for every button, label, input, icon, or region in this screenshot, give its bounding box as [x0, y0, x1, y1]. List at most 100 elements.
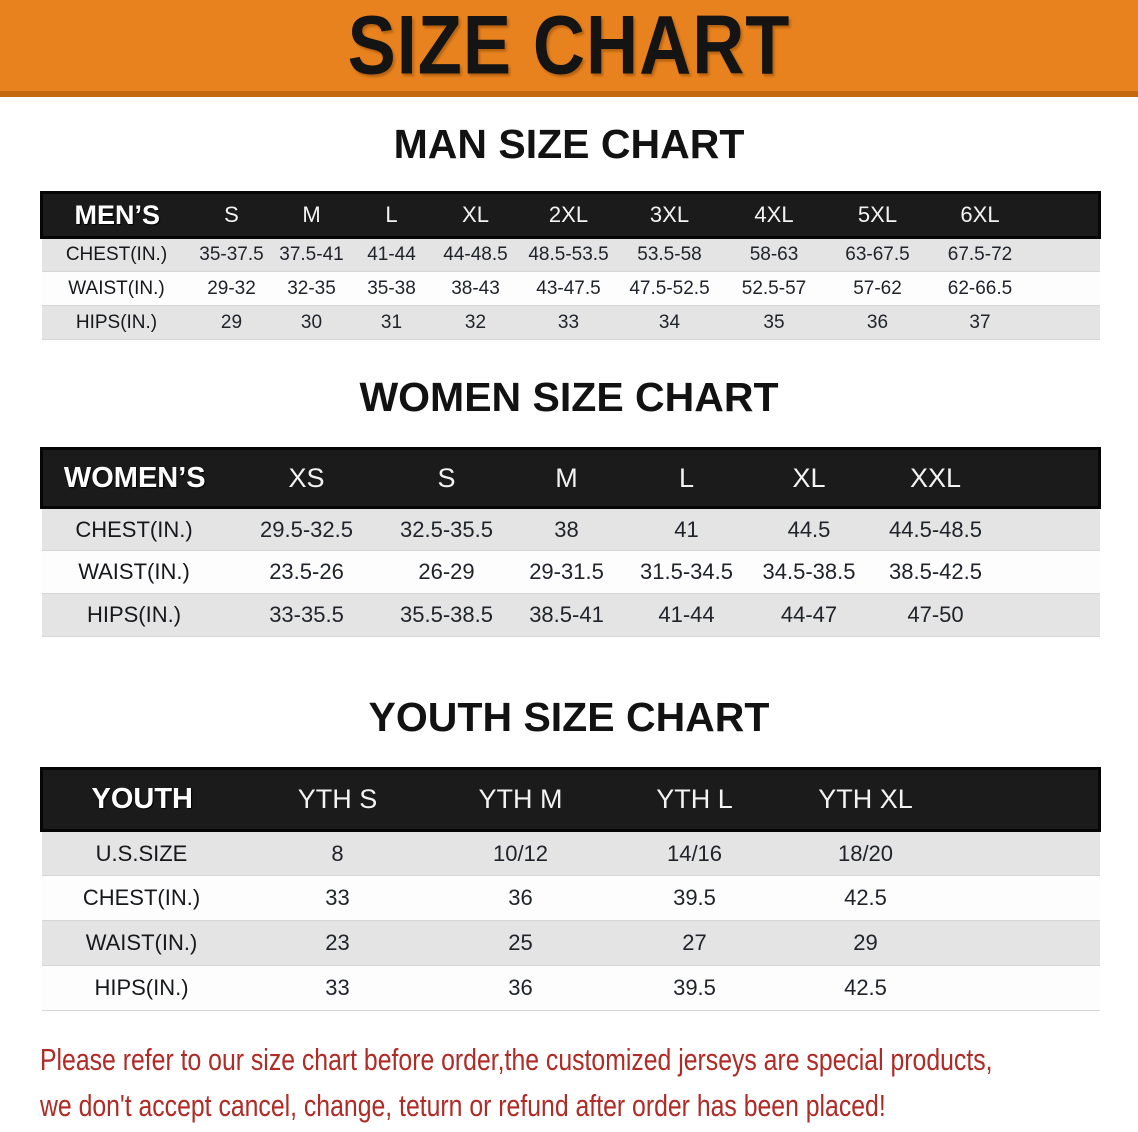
size-column-header: XS [288, 462, 325, 493]
measurement-row: WAIST(IN.) 29-32 32-35 35-38 38-43 43-47.5 47.… [41, 271, 1100, 306]
spacer-cell [999, 593, 1100, 637]
measurement-value: 36 [433, 875, 608, 921]
spacer-cell [1032, 193, 1100, 238]
measurement-row-label: HIPS(IN.) [41, 965, 242, 1011]
spacer-cell [950, 769, 1100, 831]
spacer-cell [999, 550, 1100, 594]
size-column-header: 5XL [857, 202, 898, 227]
size-column-header: L [385, 202, 398, 227]
spacer-cell [949, 965, 1100, 1011]
measurement-value: 47-50 [871, 593, 1000, 637]
measurement-value: 44-48.5 [431, 237, 520, 272]
youth-size-chart-heading: YOUTH SIZE CHART [368, 694, 770, 740]
measurement-value: 29 [191, 305, 272, 340]
measurement-value: 31.5-34.5 [626, 550, 747, 594]
spacer-cell [1031, 305, 1100, 340]
table-header-label: MEN’S [74, 199, 160, 230]
measurement-value: 42.5 [781, 965, 950, 1011]
size-column-header: 3XL [649, 202, 690, 227]
measurement-row: HIPS(IN.) 33 36 39.5 42.5 [41, 965, 1100, 1011]
measurement-value: 32 [431, 305, 520, 340]
measurement-row-label: CHEST(IN.) [41, 507, 227, 551]
measurement-value: 33-35.5 [226, 593, 387, 637]
measurement-value: 10/12 [433, 830, 608, 876]
size-column-header: XL [792, 462, 826, 493]
measurement-value: 62-66.5 [928, 271, 1032, 306]
size-column-header: XL [462, 202, 489, 227]
size-column-header: M [302, 202, 321, 227]
measurement-value: 8 [241, 830, 434, 876]
measurement-value: 31 [351, 305, 432, 340]
size-column-header: 2XL [548, 202, 589, 227]
measurement-value: 33 [241, 875, 434, 921]
size-column-header: YTH S [297, 784, 378, 814]
measurement-value: 57-62 [826, 271, 929, 306]
measurement-row-label: WAIST(IN.) [41, 920, 242, 966]
measurement-value: 52.5-57 [721, 271, 827, 306]
measurement-row-label: CHEST(IN.) [41, 875, 242, 921]
measurement-value: 38 [506, 507, 627, 551]
measurement-row: HIPS(IN.) 33-35.5 35.5-38.5 38.5-41 41-44 44-… [41, 593, 1100, 637]
spacer-cell [949, 920, 1100, 966]
measurement-value: 48.5-53.5 [519, 237, 618, 272]
size-chart-banner: SIZE CHART [0, 0, 1138, 97]
table-header-label: WOMEN’S [63, 461, 206, 494]
size-column-header: S [437, 462, 456, 493]
measurement-row-label: U.S.SIZE [41, 830, 242, 876]
measurement-value: 36 [433, 965, 608, 1011]
men-size-table: MEN’S S M L XL 2XL 3XL 4XL 5XL 6XL CHEST(IN.) 35-37… [40, 191, 1101, 340]
spacer-cell [1031, 271, 1100, 306]
measurement-row: CHEST(IN.) 35-37.5 37.5-41 41-44 44-48.5 48.5… [41, 237, 1100, 272]
women-size-table: WOMEN’S XS S M L XL XXL CHEST(IN.) 29.5-32.5 32.5… [40, 447, 1101, 637]
measurement-value: 37.5-41 [271, 237, 352, 272]
measurement-row-label: CHEST(IN.) [41, 237, 192, 272]
measurement-value: 33 [241, 965, 434, 1011]
order-disclaimer: Please refer to our size chart before or… [40, 1037, 1138, 1129]
size-header-row: YOUTH YTH S YTH M YTH L YTH XL [41, 768, 1100, 831]
measurement-value: 41-44 [626, 593, 747, 637]
measurement-value: 67.5-72 [928, 237, 1032, 272]
measurement-value: 44.5-48.5 [871, 507, 1000, 551]
measurement-value: 44-47 [746, 593, 872, 637]
size-column-header: 6XL [960, 202, 1000, 227]
measurement-value: 26-29 [386, 550, 507, 594]
measurement-row: CHEST(IN.) 33 36 39.5 42.5 [41, 875, 1100, 921]
spacer-cell [1031, 237, 1100, 272]
measurement-value: 32.5-35.5 [386, 507, 507, 551]
measurement-value: 18/20 [781, 830, 950, 876]
size-column-header: L [678, 462, 695, 493]
measurement-value: 29-32 [191, 271, 272, 306]
measurement-value: 53.5-58 [617, 237, 722, 272]
measurement-row: HIPS(IN.) 29 30 31 32 33 34 35 36 37 [41, 305, 1100, 340]
measurement-value: 29 [781, 920, 950, 966]
measurement-value: 27 [607, 920, 782, 966]
measurement-value: 39.5 [607, 965, 782, 1011]
measurement-value: 41 [626, 507, 747, 551]
spacer-cell [949, 875, 1100, 921]
measurement-value: 41-44 [351, 237, 432, 272]
banner-title: SIZE CHART [347, 0, 791, 93]
size-column-header: YTH XL [818, 784, 913, 814]
measurement-value: 29-31.5 [506, 550, 627, 594]
measurement-value: 35-37.5 [191, 237, 272, 272]
women-size-chart-heading: WOMEN SIZE CHART [359, 374, 779, 420]
spacer-cell [1000, 449, 1100, 508]
size-header-row: WOMEN’S XS S M L XL XXL [41, 448, 1100, 508]
table-header-label: YOUTH [91, 783, 194, 815]
measurement-value: 63-67.5 [826, 237, 929, 272]
size-column-header: M [555, 462, 578, 493]
measurement-row: WAIST(IN.) 23.5-26 26-29 29-31.5 31.5-34.5 34… [41, 550, 1100, 594]
measurement-value: 38-43 [431, 271, 520, 306]
measurement-value: 35-38 [351, 271, 432, 306]
measurement-row-label: HIPS(IN.) [41, 305, 192, 340]
man-size-chart-heading: MAN SIZE CHART [393, 121, 745, 167]
measurement-value: 38.5-42.5 [871, 550, 1000, 594]
measurement-value: 23 [241, 920, 434, 966]
measurement-value: 32-35 [271, 271, 352, 306]
measurement-value: 29.5-32.5 [226, 507, 387, 551]
measurement-value: 47.5-52.5 [617, 271, 722, 306]
measurement-value: 44.5 [746, 507, 872, 551]
measurement-value: 42.5 [781, 875, 950, 921]
measurement-value: 34 [617, 305, 722, 340]
measurement-value: 38.5-41 [506, 593, 627, 637]
